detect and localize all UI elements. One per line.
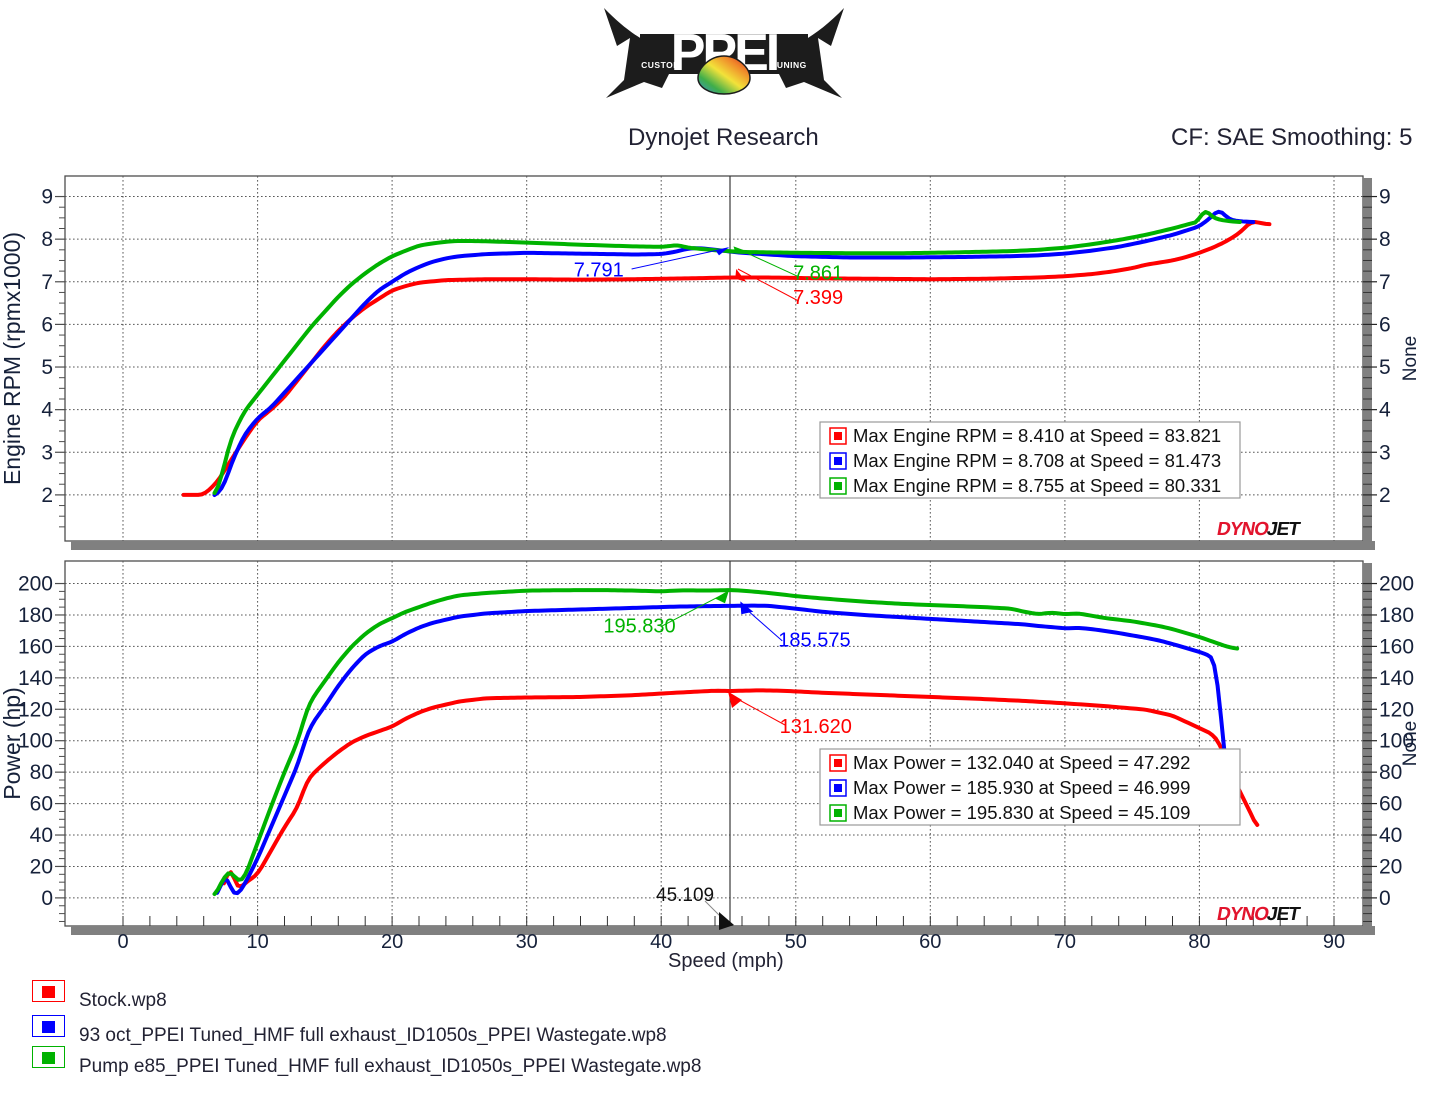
svg-text:180: 180 bbox=[1379, 604, 1414, 627]
svg-text:None: None bbox=[1400, 721, 1421, 766]
svg-text:20: 20 bbox=[30, 855, 53, 878]
svg-text:60: 60 bbox=[1379, 793, 1402, 816]
svg-text:3: 3 bbox=[41, 441, 53, 464]
svg-text:Max Engine RPM = 8.708 at Spee: Max Engine RPM = 8.708 at Speed = 81.473 bbox=[853, 450, 1221, 471]
svg-text:40: 40 bbox=[30, 824, 53, 847]
svg-text:120: 120 bbox=[1379, 698, 1414, 721]
svg-text:0: 0 bbox=[1379, 887, 1391, 910]
svg-text:131.620: 131.620 bbox=[780, 716, 852, 738]
svg-text:6: 6 bbox=[41, 313, 53, 336]
svg-text:140: 140 bbox=[18, 667, 53, 690]
svg-text:180: 180 bbox=[18, 604, 53, 627]
svg-text:JET: JET bbox=[1265, 519, 1302, 540]
svg-text:50: 50 bbox=[785, 931, 807, 953]
svg-text:10: 10 bbox=[246, 931, 268, 953]
svg-text:20: 20 bbox=[1379, 855, 1402, 878]
svg-text:6: 6 bbox=[1379, 313, 1391, 336]
svg-text:140: 140 bbox=[1379, 667, 1414, 690]
svg-text:185.575: 185.575 bbox=[778, 629, 850, 651]
svg-text:200: 200 bbox=[18, 573, 53, 596]
svg-text:Max Power = 185.930 at Speed =: Max Power = 185.930 at Speed = 46.999 bbox=[853, 777, 1190, 798]
svg-text:JET: JET bbox=[1265, 904, 1302, 925]
svg-text:8: 8 bbox=[41, 228, 53, 251]
svg-text:7.791: 7.791 bbox=[574, 260, 624, 282]
svg-text:Max Engine RPM = 8.410 at Spee: Max Engine RPM = 8.410 at Speed = 83.821 bbox=[853, 425, 1221, 446]
svg-text:4: 4 bbox=[41, 399, 53, 422]
svg-text:7: 7 bbox=[41, 271, 53, 294]
svg-text:195.830: 195.830 bbox=[603, 615, 675, 637]
svg-text:DYNO: DYNO bbox=[1215, 904, 1271, 925]
svg-text:4: 4 bbox=[1379, 399, 1391, 422]
svg-text:7: 7 bbox=[1379, 271, 1391, 294]
svg-text:5: 5 bbox=[1379, 356, 1391, 379]
svg-text:Max Engine RPM = 8.755 at Spee: Max Engine RPM = 8.755 at Speed = 80.331 bbox=[853, 475, 1221, 496]
svg-text:3: 3 bbox=[1379, 441, 1391, 464]
svg-text:9: 9 bbox=[41, 186, 53, 209]
svg-text:60: 60 bbox=[919, 931, 941, 953]
svg-text:60: 60 bbox=[30, 793, 53, 816]
svg-text:Max Power = 195.830 at Speed =: Max Power = 195.830 at Speed = 45.109 bbox=[853, 802, 1190, 823]
svg-text:90: 90 bbox=[1323, 931, 1345, 953]
svg-text:Power (hp): Power (hp) bbox=[0, 687, 25, 799]
svg-text:7.861: 7.861 bbox=[793, 263, 843, 285]
svg-text:20: 20 bbox=[381, 931, 403, 953]
svg-text:80: 80 bbox=[1188, 931, 1210, 953]
svg-text:7.399: 7.399 bbox=[793, 287, 843, 309]
svg-text:80: 80 bbox=[1379, 761, 1402, 784]
svg-text:Engine RPM (rpmx1000): Engine RPM (rpmx1000) bbox=[0, 232, 25, 485]
svg-text:Max Power = 132.040 at Speed =: Max Power = 132.040 at Speed = 47.292 bbox=[853, 752, 1190, 773]
svg-text:None: None bbox=[1400, 336, 1421, 381]
svg-text:200: 200 bbox=[1379, 573, 1414, 596]
svg-text:5: 5 bbox=[41, 356, 53, 379]
svg-text:9: 9 bbox=[1379, 186, 1391, 209]
svg-text:160: 160 bbox=[18, 635, 53, 658]
svg-text:70: 70 bbox=[1054, 931, 1076, 953]
svg-text:30: 30 bbox=[516, 931, 538, 953]
svg-text:0: 0 bbox=[41, 887, 53, 910]
svg-text:2: 2 bbox=[1379, 484, 1391, 507]
svg-text:160: 160 bbox=[1379, 635, 1414, 658]
svg-text:DYNO: DYNO bbox=[1215, 519, 1271, 540]
svg-text:80: 80 bbox=[30, 761, 53, 784]
svg-text:40: 40 bbox=[1379, 824, 1402, 847]
svg-text:0: 0 bbox=[117, 931, 128, 953]
svg-text:8: 8 bbox=[1379, 228, 1391, 251]
svg-text:2: 2 bbox=[41, 484, 53, 507]
svg-text:45.109: 45.109 bbox=[656, 885, 714, 906]
